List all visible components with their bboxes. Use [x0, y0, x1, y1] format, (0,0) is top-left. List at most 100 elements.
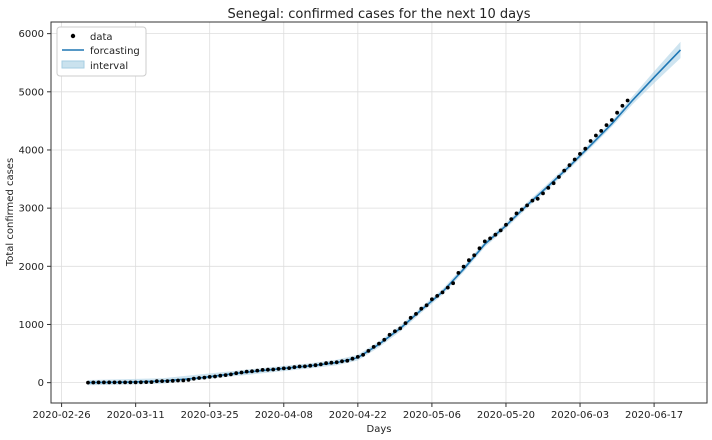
data-point — [583, 146, 588, 151]
data-point — [472, 253, 477, 258]
data-point — [599, 129, 604, 133]
data-point — [107, 380, 112, 385]
data-point — [287, 366, 291, 370]
x-axis-ticks: 2020-02-26 2020-03-11 2020-03-25 2020-04-08… — [33, 403, 683, 421]
data-point — [541, 191, 545, 196]
data-point — [546, 186, 551, 190]
data-point — [123, 380, 127, 385]
data-point — [620, 103, 625, 108]
data-point — [345, 358, 350, 363]
legend: data forcasting interval — [56, 26, 147, 77]
data-point — [557, 175, 561, 179]
data-point — [255, 368, 260, 373]
data-point — [276, 367, 281, 371]
data-point — [229, 372, 233, 377]
y-tick-label: 0 — [38, 378, 44, 389]
data-point — [398, 326, 403, 331]
y-tick-label: 6000 — [19, 29, 44, 40]
data-point — [509, 217, 514, 222]
x-tick-label: 2020-03-25 — [181, 410, 239, 421]
data-point — [117, 380, 122, 385]
data-point — [340, 359, 344, 364]
data-point — [408, 315, 413, 320]
data-point — [461, 264, 466, 269]
data-point — [514, 211, 519, 216]
x-axis-label: Days — [367, 424, 392, 435]
data-points — [86, 98, 630, 385]
data-point — [414, 312, 418, 316]
data-point — [530, 198, 535, 203]
data-point — [488, 236, 492, 241]
data-point — [292, 365, 297, 370]
data-point — [604, 123, 609, 127]
data-point — [186, 378, 191, 382]
data-point — [207, 375, 212, 379]
data-point — [149, 380, 154, 384]
data-point — [493, 232, 498, 237]
data-point — [197, 376, 202, 380]
data-point — [419, 306, 424, 311]
data-point — [594, 133, 598, 138]
data-point — [615, 110, 619, 115]
y-axis-ticks: 0 1000 2000 3000 4000 5000 6000 — [19, 29, 51, 389]
interval-band — [88, 41, 681, 386]
legend-data-marker — [70, 33, 76, 39]
legend-data-label: data — [90, 32, 113, 43]
data-point — [266, 367, 270, 372]
data-point — [578, 152, 582, 156]
data-point — [281, 366, 286, 371]
data-point — [165, 379, 170, 383]
legend-interval-label: interval — [90, 61, 128, 72]
data-point — [382, 337, 387, 342]
x-tick-label: 2020-04-22 — [329, 410, 387, 421]
x-tick-label: 2020-03-11 — [107, 410, 165, 421]
data-point — [102, 380, 106, 385]
data-point — [451, 281, 455, 286]
data-point — [329, 360, 334, 365]
data-point — [324, 361, 328, 366]
data-point — [440, 290, 445, 295]
interval-area — [88, 41, 681, 386]
data-point — [525, 203, 529, 208]
x-tick-label: 2020-06-03 — [551, 410, 609, 421]
data-point — [467, 258, 471, 263]
data-point — [609, 118, 614, 122]
data-point — [393, 329, 397, 334]
y-tick-label: 4000 — [19, 145, 44, 156]
data-point — [572, 157, 577, 162]
data-point — [96, 380, 101, 385]
data-point — [303, 364, 307, 369]
gridlines — [51, 22, 707, 403]
data-point — [456, 271, 461, 275]
data-point — [133, 380, 138, 385]
data-point — [170, 378, 175, 383]
y-tick-label: 2000 — [19, 262, 44, 273]
data-point — [239, 370, 244, 375]
chart-title: Senegal: confirmed cases for the next 10… — [227, 7, 530, 22]
data-point — [223, 373, 228, 377]
data-point — [318, 362, 323, 367]
data-point — [445, 285, 450, 290]
data-point — [234, 371, 239, 376]
data-point — [498, 228, 503, 233]
data-point — [371, 345, 376, 349]
legend-forecast-label: forcasting — [90, 46, 140, 57]
data-point — [160, 379, 165, 383]
data-point — [350, 356, 355, 361]
x-tick-label: 2020-05-20 — [477, 410, 535, 421]
forecast-series-line — [87, 49, 682, 384]
y-tick-label: 3000 — [19, 204, 44, 215]
data-point — [477, 246, 482, 251]
y-axis-label: Total confirmed cases — [5, 158, 16, 267]
data-point — [430, 297, 434, 302]
data-point — [112, 380, 117, 385]
legend-interval-marker — [61, 60, 85, 69]
data-point — [361, 352, 365, 357]
data-point — [144, 380, 149, 384]
data-point — [377, 341, 381, 346]
data-point — [128, 380, 133, 385]
data-point — [202, 375, 207, 380]
data-point — [91, 380, 96, 385]
x-tick-label: 2020-04-08 — [255, 410, 313, 421]
